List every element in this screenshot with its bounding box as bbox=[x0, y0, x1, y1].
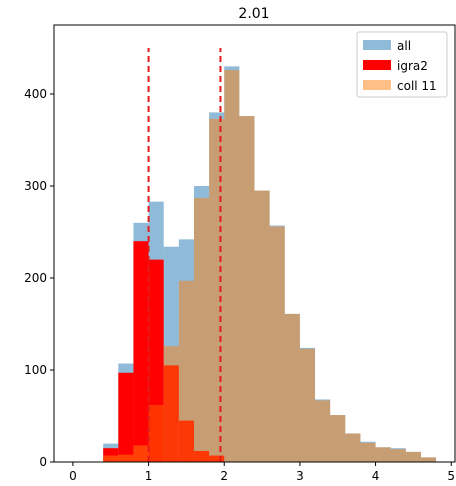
threshold-lines bbox=[147, 48, 222, 462]
bar-overlay-7 bbox=[209, 455, 225, 462]
bar-coll-11-14 bbox=[315, 400, 331, 462]
bar-coll-11-1 bbox=[118, 454, 134, 462]
bar-coll-11-15 bbox=[330, 415, 346, 462]
bar-coll-11-17 bbox=[360, 442, 376, 462]
bar-overlay-5 bbox=[178, 420, 194, 462]
bar-overlay-6 bbox=[193, 450, 210, 462]
bar-coll-11-13 bbox=[299, 348, 316, 462]
bar-igra2-1 bbox=[118, 372, 134, 462]
bar-overlay-3 bbox=[148, 404, 164, 462]
bar-coll-11-20 bbox=[405, 451, 421, 462]
bar-coll-11-6 bbox=[193, 197, 210, 462]
y-tick-label: 300 bbox=[24, 179, 47, 193]
legend: all igra2 coll 11 bbox=[356, 31, 448, 98]
x-tick-label: 1 bbox=[145, 469, 153, 483]
x-tick-label: 3 bbox=[296, 469, 304, 483]
bar-coll-11-16 bbox=[345, 433, 361, 462]
y-tick-label: 100 bbox=[24, 363, 47, 377]
bar-coll-11-19 bbox=[390, 449, 406, 462]
histogram-bars bbox=[103, 66, 437, 463]
legend-label-igra2: igra2 bbox=[397, 59, 428, 73]
y-tick-label: 200 bbox=[24, 271, 47, 285]
bar-coll-11-8 bbox=[224, 70, 240, 462]
chart-title: 2.01 bbox=[238, 6, 269, 22]
x-axis: 0 1 2 3 4 5 bbox=[69, 462, 455, 483]
plot-frame bbox=[53, 24, 456, 463]
y-tick-label: 0 bbox=[39, 455, 47, 469]
x-tick-label: 5 bbox=[447, 469, 455, 483]
y-axis: 0 100 200 300 400 bbox=[24, 87, 54, 469]
bar-coll-11-10 bbox=[254, 190, 270, 462]
x-tick-label: 4 bbox=[372, 469, 380, 483]
bar-coll-11-11 bbox=[269, 226, 285, 462]
x-tick-label: 0 bbox=[69, 469, 77, 483]
bar-igra2-2 bbox=[133, 241, 149, 462]
bar-coll-11-0 bbox=[103, 455, 119, 462]
legend-swatch-igra2 bbox=[363, 60, 391, 70]
legend-label-coll-11: coll 11 bbox=[397, 79, 437, 93]
bar-coll-11-5 bbox=[178, 280, 194, 462]
legend-swatch-coll-11 bbox=[363, 80, 391, 90]
bar-coll-11-18 bbox=[375, 447, 391, 462]
bar-coll-11-7 bbox=[209, 118, 225, 462]
bar-overlay-4 bbox=[163, 365, 179, 462]
bar-coll-11-9 bbox=[239, 116, 255, 462]
legend-swatch-all bbox=[363, 40, 391, 50]
bar-coll-11-12 bbox=[284, 313, 300, 462]
legend-label-all: all bbox=[397, 39, 411, 53]
y-tick-label: 400 bbox=[24, 87, 47, 101]
bar-coll-11-21 bbox=[420, 457, 437, 462]
x-tick-label: 2 bbox=[220, 469, 228, 483]
bar-coll-11-2 bbox=[133, 445, 149, 462]
